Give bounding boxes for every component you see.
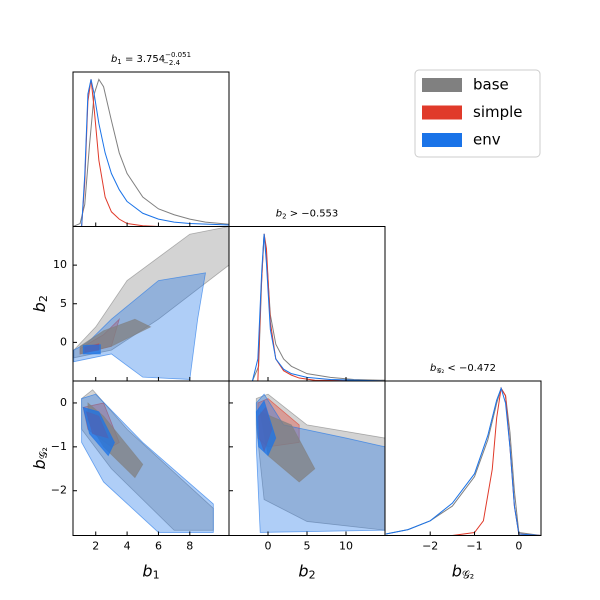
marginal-panel (385, 386, 541, 536)
title-text: < −0.472 (444, 363, 496, 374)
contour (255, 393, 385, 533)
x-tick-label: 0 (515, 540, 522, 553)
x-tick-label: 2 (92, 540, 99, 553)
panel (73, 226, 229, 380)
y-tick-label: −2 (51, 484, 67, 497)
marginal-panel (73, 78, 229, 227)
legend-swatch (422, 105, 462, 120)
x-tick-label: 6 (155, 540, 162, 553)
title-subscript: 1 (117, 58, 121, 66)
marginal-line (73, 78, 229, 227)
label-symbol: b (30, 459, 49, 469)
title-upper: −0.051 (165, 51, 191, 59)
label-subscript: 𝒢₂ (462, 569, 474, 582)
title-lower: −2.4 (163, 59, 181, 67)
marginal-line (73, 79, 229, 227)
x-tick-label: −1 (466, 540, 482, 553)
y-tick-label: 0 (60, 335, 67, 348)
label-subscript: 1 (153, 569, 160, 582)
panel-frame (228, 226, 386, 382)
x-tick-label: 10 (339, 540, 353, 553)
title-text: = 3.754 (122, 54, 165, 65)
contour (82, 406, 115, 457)
legend-label: simple (473, 103, 523, 121)
x-tick-label: 5 (304, 540, 311, 553)
title-subscript: 𝒢₂ (436, 367, 444, 375)
panel-title: b2 > −0.553 (276, 209, 339, 221)
x-tick-label: 4 (124, 540, 131, 553)
title-symbol: b (111, 54, 117, 65)
legend-swatch (422, 78, 462, 92)
title-text: > −0.553 (287, 209, 339, 220)
x-axis-label: b2 (298, 561, 315, 582)
contour (81, 393, 214, 533)
y-tick-label: 10 (53, 258, 67, 271)
marginal-line (385, 386, 541, 536)
panel (255, 393, 385, 533)
marginal-line (229, 233, 385, 381)
legend-swatch (422, 133, 462, 147)
x-tick-label: 0 (265, 540, 272, 553)
y-tick-label: −1 (51, 440, 67, 453)
label-symbol: b (298, 561, 308, 580)
y-axis-label: b𝒢₂ (30, 447, 51, 469)
title-symbol: b (276, 209, 282, 220)
marginal-line (385, 387, 541, 536)
x-axis-label: b𝒢₂ (452, 561, 474, 582)
marginal-line (229, 233, 385, 381)
label-subscript: 2 (37, 295, 50, 302)
panel-title: b𝒢₂ < −0.472 (430, 363, 496, 375)
label-symbol: b (30, 302, 49, 312)
label-symbol: b (452, 561, 462, 580)
title-subscript: 2 (282, 213, 286, 221)
x-tick-label: 8 (186, 540, 193, 553)
label-subscript: 𝒢₂ (37, 447, 50, 459)
contour (82, 344, 101, 355)
marginal-line (229, 233, 385, 381)
panel-frame (384, 380, 542, 536)
marginal-line (385, 386, 541, 536)
label-symbol: b (142, 561, 152, 580)
marginal-panel (229, 233, 385, 381)
contour (255, 399, 277, 457)
title-symbol: b (430, 363, 436, 374)
legend-label: base (473, 76, 509, 94)
marginal-line (73, 79, 175, 227)
x-tick-label: −2 (422, 540, 438, 553)
legend-label: env (473, 131, 501, 149)
y-tick-label: 0 (60, 396, 67, 409)
y-tick-label: 5 (60, 297, 67, 310)
x-axis-label: b1 (142, 561, 159, 582)
label-subscript: 2 (309, 569, 316, 582)
y-axis-label: b2 (30, 295, 51, 312)
panel-title: b1 = 3.754−0.051 −2.4 (111, 51, 191, 67)
panel (81, 389, 214, 533)
